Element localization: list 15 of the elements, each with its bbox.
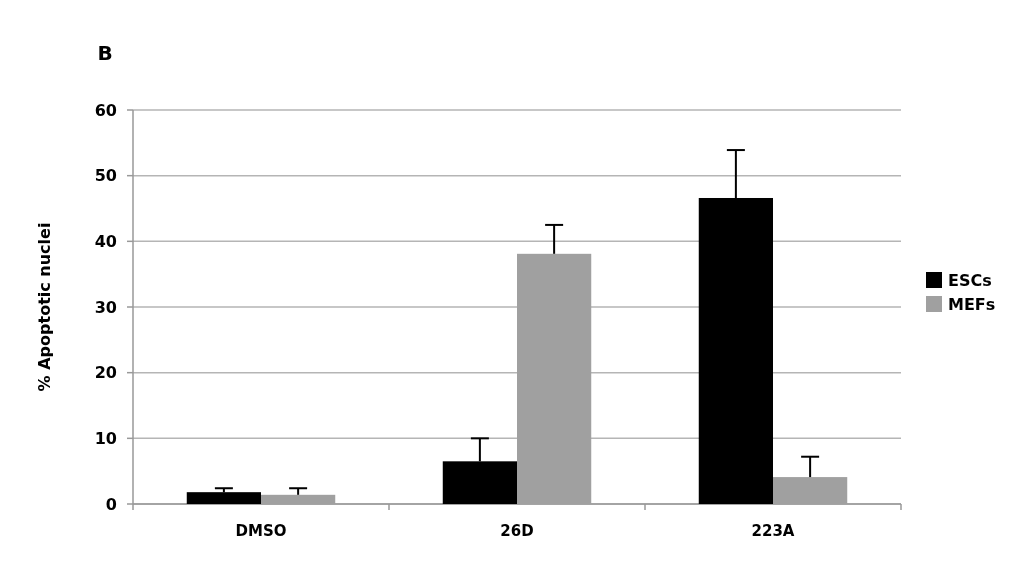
y-tick-label: 50 <box>94 166 117 186</box>
y-tick-label: 0 <box>105 494 117 514</box>
legend-label: MEFs <box>948 294 996 314</box>
y-tick-label: 40 <box>94 231 117 251</box>
x-tick-label: DMSO <box>235 522 287 540</box>
legend-label: ESCs <box>948 270 992 290</box>
y-tick-label: 20 <box>94 363 117 383</box>
x-tick-label: 26D <box>500 522 534 540</box>
x-tick-label: 223A <box>751 522 795 540</box>
y-tick-label: 10 <box>94 428 117 448</box>
y-tick-label: 60 <box>94 100 117 120</box>
chart-title: B <box>97 41 113 65</box>
bar <box>186 492 261 504</box>
y-tick-label: 30 <box>94 297 117 317</box>
y-axis-title: % Apoptotic nuclei <box>35 222 54 392</box>
